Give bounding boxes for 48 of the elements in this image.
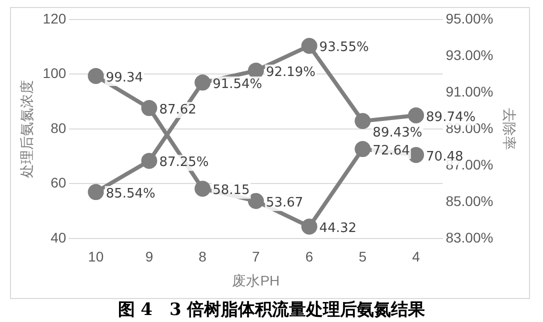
y2-tick-label: 91.00%	[446, 83, 494, 100]
y-tick-label: 40	[50, 229, 66, 246]
y2-axis-title: 去除率	[502, 108, 518, 150]
data-label: 44.32	[319, 220, 357, 236]
y2-tick-label: 83.00%	[446, 229, 494, 246]
y2-tick-label: 95.00%	[446, 10, 494, 26]
y-tick-label: 60	[50, 174, 66, 191]
data-label: 92.19%	[266, 65, 316, 80]
text: 图 4 3 倍树脂体积流量处理后氨氮结果	[116, 299, 426, 321]
data-label: 87.62	[159, 102, 196, 118]
y2-tick-label: 85.00%	[446, 192, 494, 209]
data-label: 72.64	[372, 143, 410, 158]
x-tick-label: 6	[305, 248, 314, 265]
point	[194, 180, 211, 197]
data-label: 58.15	[212, 183, 250, 198]
point	[194, 74, 211, 91]
y-axis-title: 处理后氨氮浓度	[18, 80, 34, 178]
y-tick-label: 80	[50, 120, 66, 136]
data-label: 93.55%	[319, 40, 369, 56]
data-label: 53.67	[266, 195, 304, 210]
data-label: 91.54%	[212, 76, 262, 92]
data-label: 87.25%	[159, 155, 209, 170]
x-tick-label: 10	[88, 248, 104, 265]
data-label: 89.43%	[372, 125, 422, 140]
x-tick-label: 8	[198, 248, 207, 265]
point	[248, 192, 264, 209]
x-tick-label: 4	[412, 248, 420, 265]
x-axis-title: 废水PH	[232, 272, 280, 288]
data-label: 89.74%	[426, 110, 476, 125]
point	[141, 152, 158, 169]
y2-tick-label: 93.00%	[446, 46, 494, 63]
point	[408, 146, 424, 163]
point	[408, 107, 424, 124]
point	[354, 113, 371, 130]
point	[248, 62, 264, 79]
x-tick-label: 5	[358, 248, 367, 265]
y-tick-label: 100	[42, 65, 66, 82]
data-label: 85.54%	[106, 186, 156, 202]
data-label: 99.34	[106, 70, 144, 86]
point	[88, 184, 104, 200]
x-tick-label: 9	[145, 248, 154, 265]
point	[354, 141, 371, 158]
point	[301, 38, 318, 54]
point	[301, 218, 318, 235]
y-tick-label: 120	[42, 10, 66, 26]
point	[141, 100, 158, 116]
point	[88, 68, 104, 84]
x-tick-label: 7	[252, 248, 260, 265]
